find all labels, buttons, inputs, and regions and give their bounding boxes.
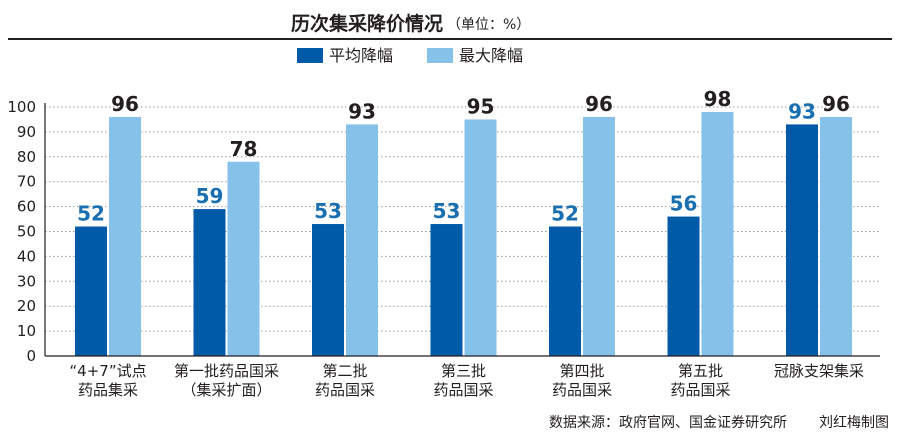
- bar-avg: [549, 226, 581, 356]
- x-category-label: 药品国采: [670, 381, 730, 399]
- chart-unit-note: （单位：%）: [447, 17, 530, 33]
- y-tick-label: 0: [26, 347, 36, 365]
- data-label-avg: 53: [433, 199, 461, 223]
- data-label-max: 96: [585, 92, 613, 116]
- data-label-max: 96: [822, 92, 850, 116]
- x-category-label: 药品国采: [315, 381, 375, 399]
- legend-label-avg: 平均降幅: [329, 46, 393, 65]
- data-label-avg: 59: [196, 184, 224, 208]
- author-credit: 刘红梅制图: [819, 415, 889, 431]
- data-label-max: 96: [111, 92, 139, 116]
- legend: 平均降幅 最大降幅: [297, 46, 523, 65]
- data-label-avg: 52: [551, 202, 579, 226]
- bar-avg: [75, 226, 107, 356]
- y-tick-label: 30: [17, 272, 36, 290]
- legend-swatch-avg: [297, 48, 323, 63]
- data-label-avg: 56: [670, 192, 698, 216]
- data-label-avg: 53: [314, 199, 342, 223]
- x-axis: “4+7”试点药品集采第一批药品国采（集采扩面）第二批药品国采第三批药品国采第四…: [45, 355, 880, 399]
- x-category-label: （集采扩面）: [181, 381, 271, 399]
- y-tick-label: 10: [17, 322, 36, 340]
- x-category-label: 冠脉支架集采: [774, 362, 864, 380]
- data-label-max: 78: [230, 137, 258, 161]
- data-label-avg: 93: [788, 99, 816, 123]
- bar-max: [820, 116, 852, 357]
- bar-max: [227, 161, 260, 356]
- bar-max: [701, 111, 734, 356]
- y-tick-label: 40: [17, 247, 36, 265]
- x-category-label: “4+7”试点: [69, 362, 146, 380]
- x-category-label: 药品国采: [433, 381, 493, 399]
- y-axis: 0 10 20 30 40 50 60 70 80 90 100: [7, 98, 46, 365]
- legend-swatch-max: [427, 48, 453, 63]
- bar-max: [464, 119, 497, 356]
- bar-avg: [667, 216, 700, 356]
- bar-max: [109, 116, 141, 357]
- bar-avg: [312, 224, 344, 356]
- y-tick-label: 50: [17, 223, 36, 241]
- data-label-max: 93: [348, 99, 376, 123]
- x-category-label: 第五批: [678, 362, 723, 380]
- x-category-label: 药品集采: [78, 381, 138, 399]
- bar-avg: [786, 124, 818, 357]
- source-note: 数据来源：政府官网、国金证券研究所: [549, 415, 787, 431]
- bar-avg: [193, 209, 226, 356]
- bar-max: [346, 124, 378, 357]
- x-category-label: 第一批药品国采: [174, 362, 279, 380]
- y-tick-label: 100: [7, 98, 36, 116]
- y-tick-label: 90: [17, 123, 36, 141]
- chart-title: 历次集采降价情况: [291, 12, 443, 35]
- data-label-max: 98: [704, 87, 732, 111]
- y-tick-label: 70: [17, 173, 36, 191]
- x-category-label: 药品国采: [552, 381, 612, 399]
- legend-label-max: 最大降幅: [459, 46, 523, 65]
- data-label-avg: 52: [77, 202, 105, 226]
- x-category-label: 第三批: [441, 362, 486, 380]
- x-category-label: 第二批: [322, 362, 367, 380]
- header-rule: [8, 38, 892, 40]
- bar-max: [583, 116, 615, 357]
- y-tick-label: 60: [17, 198, 36, 216]
- data-label-max: 95: [467, 94, 495, 118]
- y-tick-label: 80: [17, 148, 36, 166]
- y-tick-label: 20: [17, 297, 36, 315]
- bars: [75, 111, 852, 357]
- chart-header: 历次集采降价情况 （单位：%）: [8, 12, 892, 40]
- bar-avg: [430, 224, 463, 356]
- x-category-label: 第四批: [559, 362, 604, 380]
